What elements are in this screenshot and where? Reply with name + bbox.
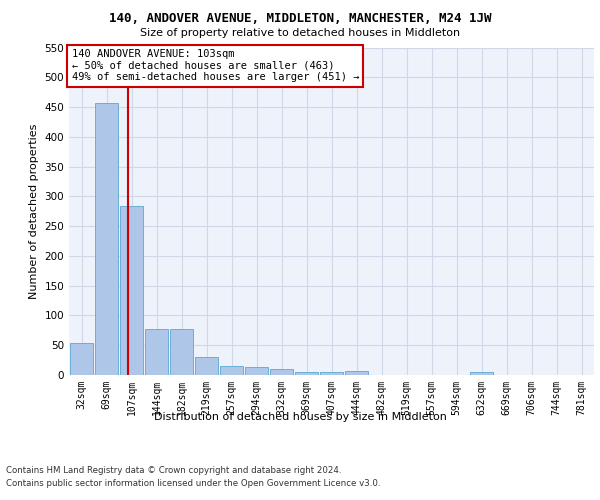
Text: Distribution of detached houses by size in Middleton: Distribution of detached houses by size …: [154, 412, 446, 422]
Bar: [320, 372, 343, 375]
Text: Size of property relative to detached houses in Middleton: Size of property relative to detached ho…: [140, 28, 460, 38]
Bar: [145, 328, 169, 375]
Bar: [295, 372, 319, 375]
Y-axis label: Number of detached properties: Number of detached properties: [29, 124, 39, 299]
Bar: [70, 344, 94, 375]
Text: Contains HM Land Registry data © Crown copyright and database right 2024.: Contains HM Land Registry data © Crown c…: [6, 466, 341, 475]
Text: 140, ANDOVER AVENUE, MIDDLETON, MANCHESTER, M24 1JW: 140, ANDOVER AVENUE, MIDDLETON, MANCHEST…: [109, 12, 491, 26]
Text: 140 ANDOVER AVENUE: 103sqm
← 50% of detached houses are smaller (463)
49% of sem: 140 ANDOVER AVENUE: 103sqm ← 50% of deta…: [71, 49, 359, 82]
Bar: [269, 369, 293, 375]
Bar: [95, 103, 118, 375]
Bar: [344, 372, 368, 375]
Text: Contains public sector information licensed under the Open Government Licence v3: Contains public sector information licen…: [6, 479, 380, 488]
Bar: [220, 366, 244, 375]
Bar: [119, 206, 143, 375]
Bar: [470, 372, 493, 375]
Bar: [245, 366, 268, 375]
Bar: [194, 357, 218, 375]
Bar: [170, 328, 193, 375]
